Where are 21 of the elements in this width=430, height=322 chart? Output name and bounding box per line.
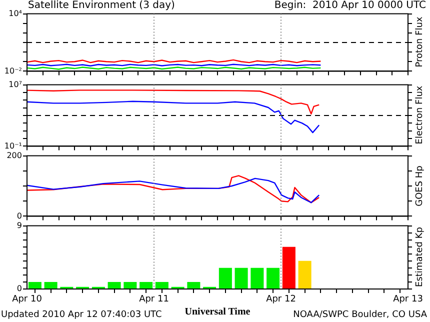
y-axis-title: Proton Flux [415,16,425,68]
x-tick-label: Apr 12 [266,294,296,305]
x-tick-label: Apr 13 [393,294,423,305]
y-axis-title: GOES Hp [415,165,425,206]
x-axis-title: Universal Time [184,306,251,318]
y-tick-label: 10⁷ [8,80,22,89]
y-tick-label: 0 [16,211,22,220]
y-tick-label: 0 [16,284,22,294]
chart-subtitle: Begin: 2010 Apr 10 0000 UTC [274,0,426,11]
y-tick-label: 10⁴ [8,8,22,18]
text: Updated 2010 Apr 12 07:40:03 UTC [1,310,162,320]
y-tick-label: 200 [6,150,22,160]
y-tick-label: 10⁻¹ [4,141,22,150]
x-tick-label: Apr 10 [12,294,42,305]
y-axis-title: Estimated Kp [415,226,425,286]
y-tick-label: 9 [16,220,22,230]
y-axis-title: Electron Flux [415,86,425,144]
x-tick-label: Apr 11 [139,294,169,305]
chart-title: Satellite Environment (3 day) [28,0,175,11]
y-tick-label: 10⁻² [4,66,22,76]
text: NOAA/SWPC Boulder, CO USA [293,310,427,320]
